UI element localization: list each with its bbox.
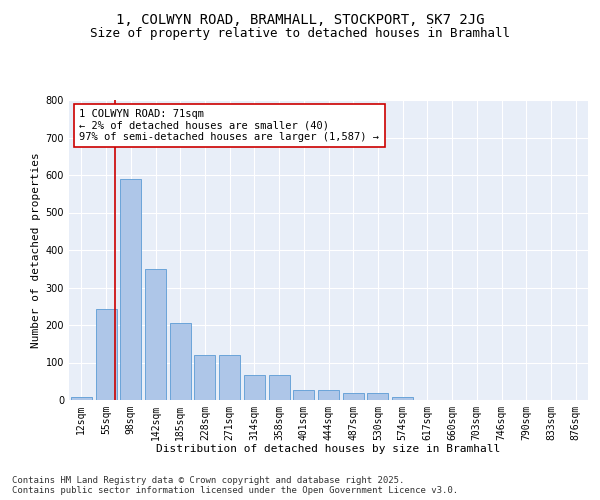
Bar	[244, 374, 265, 400]
Bar	[170, 323, 191, 400]
Bar	[269, 374, 290, 400]
Bar	[145, 269, 166, 400]
Bar	[392, 398, 413, 400]
Bar	[367, 393, 388, 400]
X-axis label: Distribution of detached houses by size in Bramhall: Distribution of detached houses by size …	[157, 444, 500, 454]
Bar	[318, 390, 339, 400]
Text: 1, COLWYN ROAD, BRAMHALL, STOCKPORT, SK7 2JG: 1, COLWYN ROAD, BRAMHALL, STOCKPORT, SK7…	[116, 12, 484, 26]
Bar	[71, 397, 92, 400]
Bar	[343, 393, 364, 400]
Bar	[120, 179, 141, 400]
Bar	[219, 355, 240, 400]
Text: 1 COLWYN ROAD: 71sqm
← 2% of detached houses are smaller (40)
97% of semi-detach: 1 COLWYN ROAD: 71sqm ← 2% of detached ho…	[79, 109, 379, 142]
Text: Contains HM Land Registry data © Crown copyright and database right 2025.
Contai: Contains HM Land Registry data © Crown c…	[12, 476, 458, 495]
Bar	[194, 355, 215, 400]
Bar	[293, 390, 314, 400]
Y-axis label: Number of detached properties: Number of detached properties	[31, 152, 41, 348]
Bar	[95, 309, 116, 400]
Text: Size of property relative to detached houses in Bramhall: Size of property relative to detached ho…	[90, 28, 510, 40]
